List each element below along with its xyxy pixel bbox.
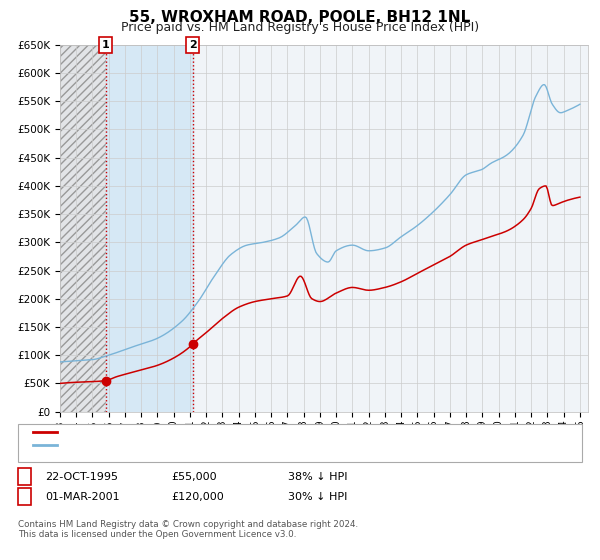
Text: 55, WROXHAM ROAD, POOLE, BH12 1NL (detached house): 55, WROXHAM ROAD, POOLE, BH12 1NL (detac… bbox=[63, 427, 367, 437]
Text: 55, WROXHAM ROAD, POOLE, BH12 1NL: 55, WROXHAM ROAD, POOLE, BH12 1NL bbox=[130, 10, 470, 25]
Text: £120,000: £120,000 bbox=[171, 492, 224, 502]
Text: 38% ↓ HPI: 38% ↓ HPI bbox=[288, 472, 347, 482]
Text: £55,000: £55,000 bbox=[171, 472, 217, 482]
Text: Price paid vs. HM Land Registry's House Price Index (HPI): Price paid vs. HM Land Registry's House … bbox=[121, 21, 479, 34]
Text: 1: 1 bbox=[21, 472, 28, 482]
Text: 30% ↓ HPI: 30% ↓ HPI bbox=[288, 492, 347, 502]
Text: Contains HM Land Registry data © Crown copyright and database right 2024.
This d: Contains HM Land Registry data © Crown c… bbox=[18, 520, 358, 539]
Text: 01-MAR-2001: 01-MAR-2001 bbox=[45, 492, 119, 502]
Text: 22-OCT-1995: 22-OCT-1995 bbox=[45, 472, 118, 482]
Bar bbox=[106, 45, 193, 412]
Text: 2: 2 bbox=[189, 40, 197, 50]
Text: 2: 2 bbox=[21, 492, 28, 502]
Bar bbox=[60, 45, 106, 412]
Text: HPI: Average price, detached house, Bournemouth Christchurch and Poole: HPI: Average price, detached house, Bour… bbox=[63, 440, 451, 450]
Text: 1: 1 bbox=[102, 40, 110, 50]
Bar bbox=[60, 45, 106, 412]
